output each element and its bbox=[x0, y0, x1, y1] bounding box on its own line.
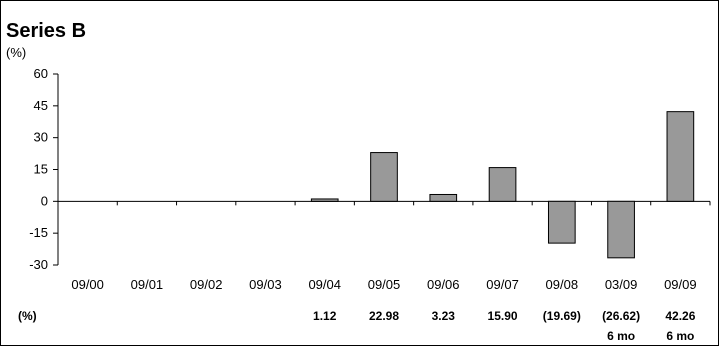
value-label: 1.12 bbox=[313, 309, 337, 323]
value-label: 22.98 bbox=[369, 309, 399, 323]
y-tick-label: 15 bbox=[34, 162, 48, 177]
x-tick-label: 09/07 bbox=[486, 277, 519, 292]
y-axis-unit-label: (%) bbox=[6, 45, 27, 60]
bar-09/07 bbox=[488, 167, 517, 202]
x-tick-label: 09/04 bbox=[308, 277, 341, 292]
bar-09/09 bbox=[666, 111, 695, 202]
x-tick-label: 09/06 bbox=[427, 277, 460, 292]
chart-title: Series B bbox=[6, 20, 87, 42]
period-label: 6 mo bbox=[607, 329, 635, 343]
value-row: 1.12 22.98 3.23 15.90 (19.69) (26.62) 6 mo 42.2… bbox=[18, 309, 696, 343]
value-label: (26.62) bbox=[602, 309, 640, 323]
period-label: 6 mo bbox=[666, 329, 694, 343]
value-label: (19.69) bbox=[543, 309, 581, 323]
bar-09/05 bbox=[370, 152, 398, 202]
x-tick-label: 09/01 bbox=[131, 277, 164, 292]
y-tick-label: 30 bbox=[34, 130, 48, 145]
bar-03/09 bbox=[607, 200, 635, 259]
y-tick-label: 0 bbox=[41, 193, 48, 208]
x-tick-label: 03/09 bbox=[605, 277, 638, 292]
y-tick-label: -15 bbox=[29, 225, 48, 240]
value-label: 42.26 bbox=[665, 309, 695, 323]
bar-series bbox=[310, 111, 695, 259]
x-tick-label: 09/09 bbox=[664, 277, 697, 292]
bar-09/04 bbox=[310, 198, 339, 202]
x-tick-label: 09/02 bbox=[190, 277, 223, 292]
value-label: 15.90 bbox=[488, 309, 518, 323]
y-tick-label: -30 bbox=[29, 257, 48, 272]
x-tick-label: 09/03 bbox=[249, 277, 282, 292]
value-row-label: (%) bbox=[18, 309, 37, 323]
x-tick-label: 09/08 bbox=[546, 277, 579, 292]
bar-09/06 bbox=[429, 193, 458, 202]
x-tick-label: 09/00 bbox=[71, 277, 104, 292]
value-label: 3.23 bbox=[432, 309, 456, 323]
x-tick-labels: 09/00 09/01 09/02 09/03 09/04 09/05 09/06 09/07… bbox=[71, 277, 696, 292]
y-tick-label: 45 bbox=[34, 98, 48, 113]
bar-09/08 bbox=[547, 200, 576, 244]
y-axis: 60 45 30 15 0 -15 -30 bbox=[29, 66, 59, 272]
y-tick-label: 60 bbox=[34, 66, 48, 81]
x-tick-label: 09/05 bbox=[368, 277, 401, 292]
